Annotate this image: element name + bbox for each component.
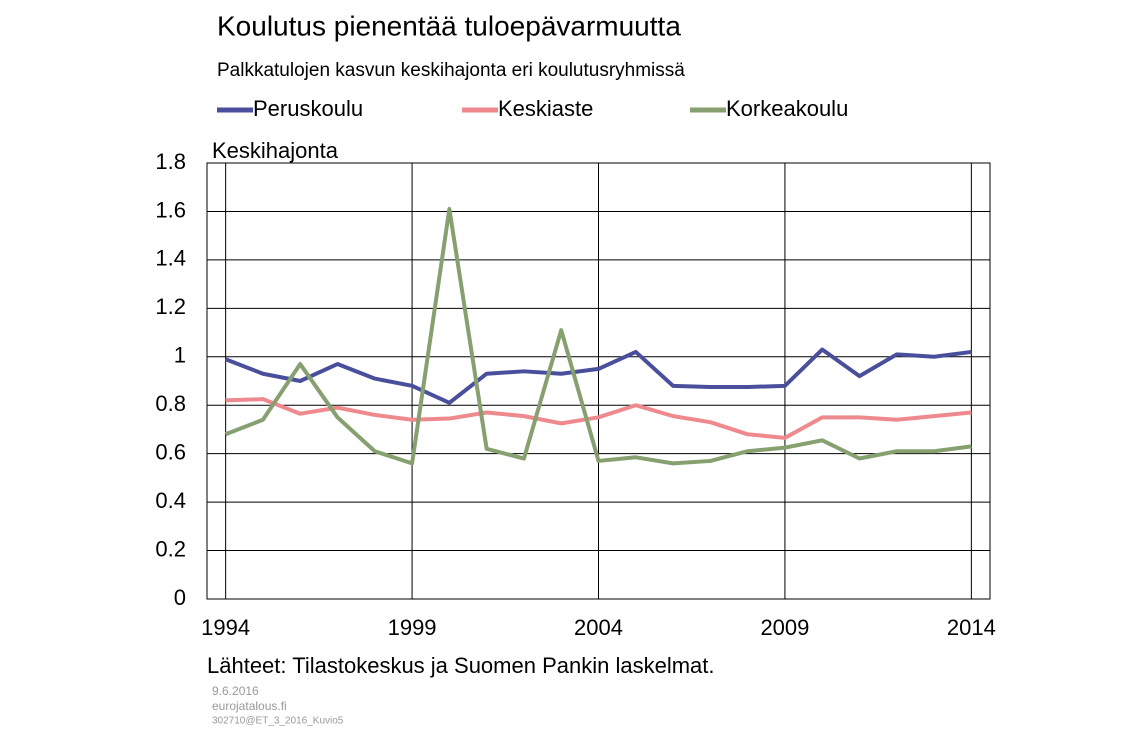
y-axis-label: Keskihajonta	[212, 138, 339, 163]
y-tick-label: 0.8	[155, 391, 186, 416]
y-tick-label: 1.8	[155, 149, 186, 174]
x-tick-label: 1999	[388, 615, 437, 640]
y-tick-label: 0.4	[155, 488, 186, 513]
footer-code: 302710@ET_3_2016_Kuvio5	[212, 716, 344, 727]
x-tick-label: 2009	[760, 615, 809, 640]
x-tick-label: 2004	[574, 615, 623, 640]
y-tick-label: 0.2	[155, 536, 186, 561]
series-line	[224, 347, 972, 405]
y-tick-label: 0	[174, 585, 186, 610]
legend-label: Keskiaste	[498, 96, 593, 121]
footer-date: 9.6.2016	[212, 684, 259, 698]
x-tick-label: 1994	[201, 615, 250, 640]
chart-subtitle: Palkkatulojen kasvun keskihajonta eri ko…	[217, 60, 685, 81]
plot-frame	[206, 162, 991, 600]
source: Lähteet: Tilastokeskus ja Suomen Pankin …	[207, 653, 715, 678]
y-tick-label: 1.6	[155, 197, 186, 222]
y-tick-label: 1	[174, 343, 186, 368]
legend-label: Peruskoulu	[253, 96, 363, 121]
legend-label: Korkeakoulu	[726, 96, 848, 121]
y-tick-label: 1.2	[155, 294, 186, 319]
footer-site: eurojatalous.fi	[212, 699, 287, 713]
series-line	[225, 397, 972, 440]
chart-title: Koulutus pienentää tuloepävarmuutta	[217, 10, 681, 41]
series-line	[224, 207, 972, 466]
y-tick-label: 1.4	[155, 246, 186, 271]
y-tick-label: 0.6	[155, 439, 186, 464]
x-tick-label: 2014	[947, 615, 996, 640]
